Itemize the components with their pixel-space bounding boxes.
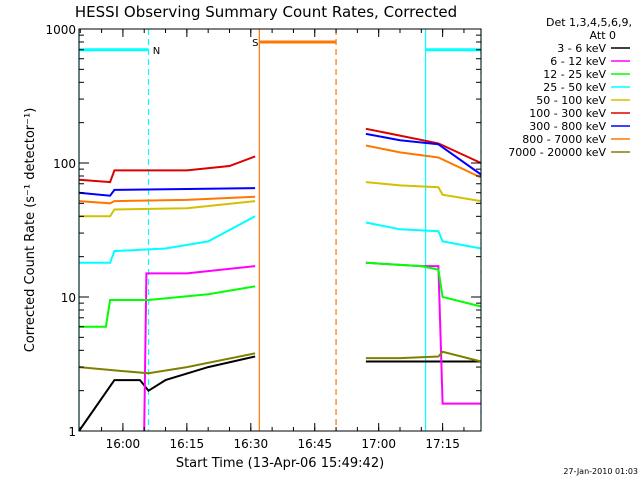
series-6-segment-1 (365, 132, 482, 176)
legend-header-line-1: Det 1,3,4,5,6,9, (546, 16, 632, 29)
y-tick-label-3: 1000 (45, 23, 76, 37)
x-tick-label-0: 16:00 (106, 437, 141, 451)
plot-area: NS (78, 29, 482, 432)
series-8-segment-1 (365, 350, 482, 363)
series-0-segment-0 (78, 355, 256, 432)
series-2-segment-0 (79, 285, 256, 328)
plot-frame (78, 28, 482, 432)
legend-label-3: 25 - 50 keV (543, 81, 606, 94)
x-tick-label-1: 16:15 (170, 437, 205, 451)
y-tick-label-2: 100 (53, 157, 76, 171)
series-8-segment-0 (78, 352, 256, 375)
y-axis-label: Corrected Count Rate (s⁻¹ detector⁻¹) (23, 108, 38, 353)
legend-label-1: 6 - 12 keV (550, 55, 606, 68)
chart-title: HESSI Observing Summary Count Rates, Cor… (75, 3, 457, 21)
series-3-segment-0 (79, 215, 256, 264)
legend-header-line-2: Att 0 (590, 29, 616, 42)
legend-label-8: 7000 - 20000 keV (508, 146, 606, 159)
series-3-segment-1 (365, 221, 482, 250)
series-4-segment-0 (79, 200, 256, 218)
legend-label-0: 3 - 6 keV (557, 42, 606, 55)
series-5-segment-1 (365, 127, 482, 164)
series-7-segment-0 (78, 195, 256, 205)
x-axis-label: Start Time (13-Apr-06 15:49:42) (176, 456, 384, 471)
flag-label-S: S (252, 38, 258, 49)
y-tick-label-0: 1 (68, 425, 76, 439)
x-tick-label-2: 16:30 (234, 437, 269, 451)
x-axis-ticks: 16:00 16:15 16:30 16:45 17:00 17:15 (79, 29, 465, 451)
y-tick-label-1: 10 (61, 291, 76, 305)
legend-label-5: 100 - 300 keV (529, 107, 606, 120)
flag-label-N: N (153, 46, 160, 57)
series-4-segment-1 (365, 181, 482, 203)
series-2-segment-1 (365, 261, 482, 308)
legend-label-4: 50 - 100 keV (536, 94, 606, 107)
series-1-segment-1 (365, 261, 481, 405)
legend-label-2: 12 - 25 keV (543, 68, 606, 81)
x-tick-label-4: 17:00 (361, 437, 396, 451)
series-7-segment-1 (365, 144, 482, 179)
series-1-segment-0 (143, 265, 256, 432)
y-axis-ticks: 1 10 100 1000 (45, 23, 481, 439)
legend-label-7: 800 - 7000 keV (522, 133, 606, 146)
series-5-segment-0 (78, 155, 256, 184)
x-tick-label-3: 16:45 (297, 437, 332, 451)
legend-label-6: 300 - 800 keV (529, 120, 606, 133)
series-6-segment-0 (78, 187, 256, 197)
x-tick-label-5: 17:15 (425, 437, 460, 451)
footer-date: 27-Jan-2010 01:03 (563, 467, 638, 476)
